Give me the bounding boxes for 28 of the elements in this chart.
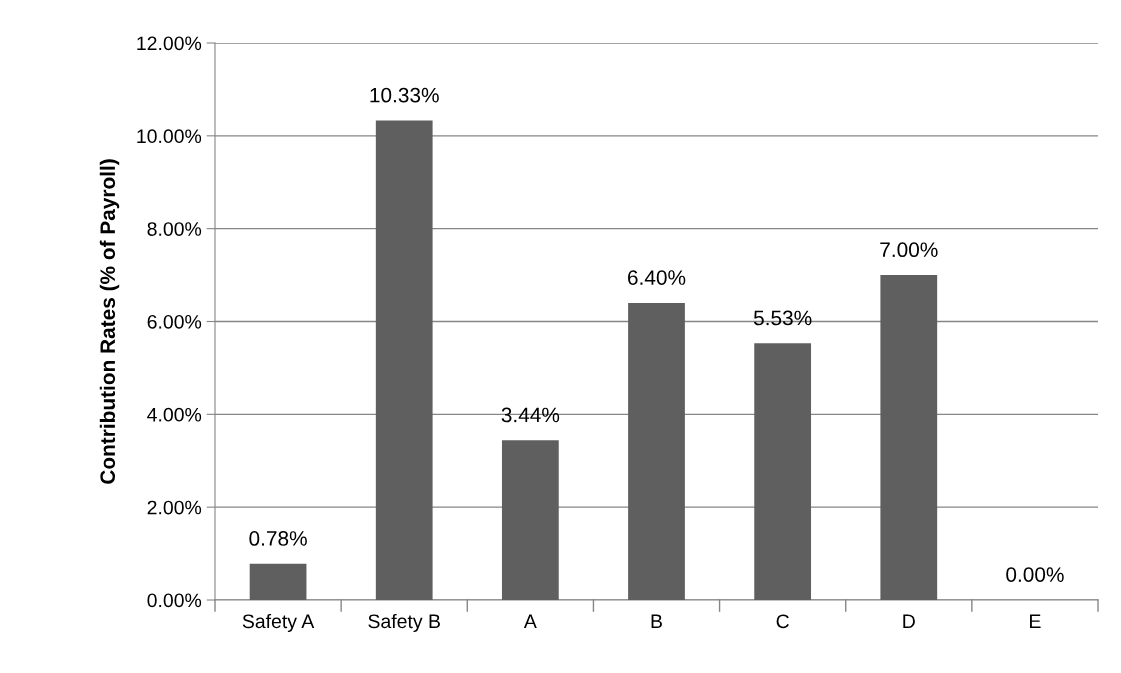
x-tick-label: E <box>1030 614 1041 628</box>
bar <box>880 275 938 600</box>
y-tick-label: 8.00% <box>147 222 202 236</box>
x-tick-label: A <box>523 614 537 628</box>
bar <box>501 440 559 600</box>
x-tick-label: Safety B <box>368 613 440 633</box>
bar <box>375 120 433 600</box>
y-tick-label: 10.00% <box>137 129 202 144</box>
data-label: 3.44% <box>501 407 560 423</box>
data-label: 0.78% <box>249 531 307 546</box>
y-axis-title: Contribution Rates (% of Payroll) <box>99 159 120 484</box>
y-tick-label: 6.00% <box>147 314 202 329</box>
bar <box>628 302 685 600</box>
y-tick-label: 2.00% <box>147 500 202 515</box>
y-tick-label: 12.00% <box>137 36 202 51</box>
bar <box>249 563 307 600</box>
data-label: 5.53% <box>753 310 812 326</box>
bar <box>754 343 812 600</box>
x-tick-label: B <box>651 614 662 628</box>
x-tick-label: D <box>903 614 915 628</box>
x-tick-label: Safety A <box>242 613 315 633</box>
x-tick-label: C <box>776 614 789 629</box>
data-label: 7.00% <box>880 242 938 258</box>
data-label: 10.33% <box>370 87 439 103</box>
y-tick-label: 4.00% <box>147 407 202 422</box>
data-label: 0.00% <box>1006 567 1064 582</box>
y-tick-label: 0.00% <box>147 593 202 608</box>
data-label: 6.40% <box>628 270 686 285</box>
